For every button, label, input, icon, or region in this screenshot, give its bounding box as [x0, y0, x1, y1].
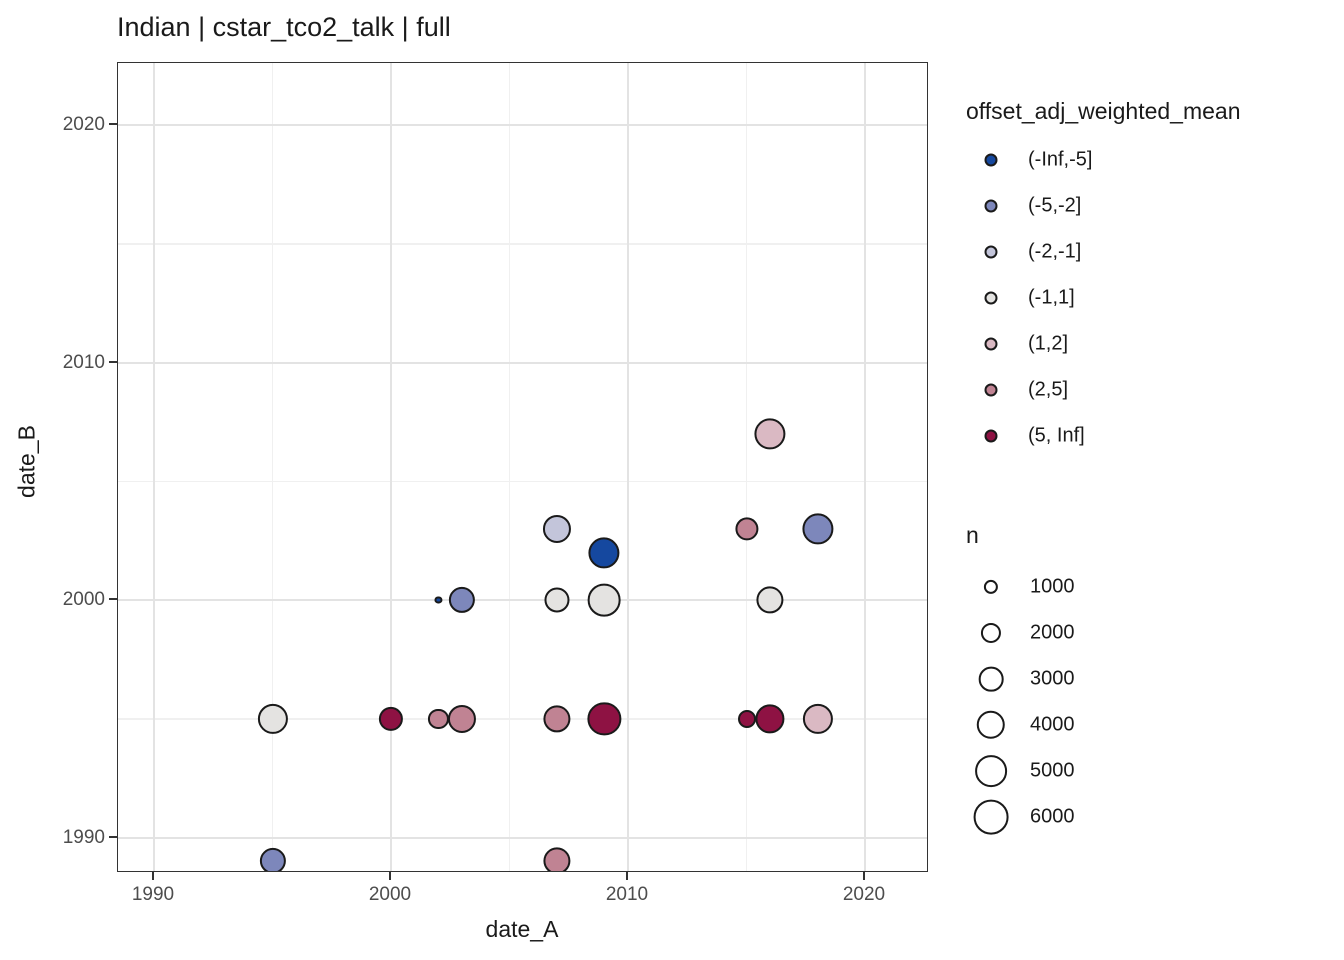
y-tick-label: 2010 [62, 351, 105, 373]
minor-gridline-horizontal [118, 718, 927, 720]
data-point [754, 418, 786, 450]
color-legend-label: (2,5] [1028, 378, 1069, 401]
size-legend-label: 2000 [1030, 621, 1075, 644]
data-point [588, 536, 620, 569]
x-tick-label: 2000 [368, 884, 412, 905]
size-legend-item: 6000 [973, 794, 1178, 840]
color-legend-item: (5, Inf] [978, 413, 1178, 459]
major-gridline-vertical [627, 63, 629, 871]
data-point [802, 703, 833, 734]
color-legend-label: (1,2] [1028, 332, 1069, 355]
data-point [257, 703, 288, 734]
size-legend-item: 5000 [975, 748, 1178, 794]
y-axis-tick [109, 360, 117, 363]
size-legend-item: 1000 [978, 564, 1178, 610]
y-axis-tick [109, 598, 117, 600]
color-legend-key-circle [984, 153, 998, 167]
x-axis-tick [389, 872, 391, 880]
x-axis-tick [863, 872, 865, 880]
data-point [543, 705, 571, 733]
major-gridline-vertical [390, 63, 392, 871]
size-legend-key-circle [983, 579, 999, 595]
x-tick-label: 2020 [842, 884, 886, 905]
y-axis-title: date_B [13, 425, 40, 498]
minor-gridline-vertical [508, 63, 511, 871]
data-point [542, 514, 571, 543]
data-point [448, 586, 476, 614]
data-point [734, 517, 759, 541]
y-axis-tick [109, 123, 117, 125]
data-point [756, 586, 784, 614]
data-point [587, 702, 621, 736]
size-legend-label: 1000 [1030, 575, 1075, 598]
x-axis-title: date_A [485, 916, 559, 942]
x-tick-label: 2010 [605, 884, 649, 905]
size-legend-item: 2000 [978, 610, 1178, 656]
y-tick-label: 2000 [62, 589, 105, 610]
size-legend-key-circle [975, 755, 1007, 787]
color-legend-key-circle [984, 199, 998, 213]
color-legend-label: (-2,-1] [1028, 240, 1082, 263]
size-legend-key-circle [973, 799, 1009, 835]
color-legend-item: (-1,1] [978, 275, 1178, 321]
data-point [543, 847, 571, 871]
data-point [737, 709, 756, 728]
size-legend-item: 4000 [976, 702, 1178, 748]
data-point [434, 596, 442, 604]
color-legend-key-circle [984, 291, 998, 305]
plot-title: Indian | cstar_tco2_talk | full [117, 12, 451, 42]
size-legend-key-circle [978, 666, 1004, 692]
y-axis-tick [109, 835, 117, 838]
y-tick-label: 2020 [62, 114, 105, 135]
size-legend-item: 3000 [978, 656, 1178, 702]
data-point [259, 848, 286, 871]
color-legend-item: (-Inf,-5] [978, 137, 1178, 183]
major-gridline-horizontal [118, 124, 927, 126]
color-legend-key-circle [984, 383, 998, 397]
color-legend-title: offset_adj_weighted_mean [966, 98, 1241, 124]
plot-panel [117, 62, 928, 872]
x-axis-tick [152, 872, 154, 880]
data-point [544, 587, 570, 613]
data-point [448, 704, 477, 733]
color-legend-label: (-5,-2] [1028, 194, 1082, 217]
size-legend-key-circle [980, 622, 1002, 644]
minor-gridline-vertical [271, 63, 274, 871]
minor-gridline-horizontal [118, 243, 927, 245]
data-point [802, 513, 834, 545]
size-legend-label: 6000 [1030, 805, 1075, 828]
color-legend-item: (1,2] [978, 321, 1178, 367]
color-legend-item: (-5,-2] [978, 183, 1178, 229]
x-axis-tick [626, 872, 628, 880]
color-legend-key-circle [984, 429, 998, 443]
data-point [378, 706, 404, 731]
size-legend-label: 5000 [1030, 759, 1075, 782]
data-point [587, 583, 621, 617]
data-point [755, 704, 785, 734]
minor-gridline-horizontal [118, 480, 927, 482]
color-legend-item: (-2,-1] [978, 229, 1178, 275]
color-legend-label: (-Inf,-5] [1028, 148, 1093, 171]
color-legend-key-circle [984, 337, 998, 351]
major-gridline-horizontal [118, 361, 927, 364]
size-legend-key-circle [976, 710, 1006, 740]
major-gridline-vertical [153, 63, 155, 871]
color-legend-label: (-1,1] [1028, 286, 1075, 309]
y-tick-label: 1990 [62, 826, 105, 848]
minor-gridline-vertical [745, 63, 748, 871]
major-gridline-horizontal [118, 836, 927, 839]
color-legend-key-circle [984, 245, 998, 259]
major-gridline-vertical [864, 63, 866, 871]
size-legend-title: n [966, 522, 979, 548]
major-gridline-horizontal [118, 599, 927, 601]
color-legend-label: (5, Inf] [1028, 424, 1085, 447]
size-legend-label: 4000 [1030, 713, 1075, 736]
color-legend-item: (2,5] [978, 367, 1178, 413]
data-point [428, 708, 449, 729]
x-tick-label: 1990 [131, 884, 175, 905]
size-legend-label: 3000 [1030, 667, 1075, 690]
